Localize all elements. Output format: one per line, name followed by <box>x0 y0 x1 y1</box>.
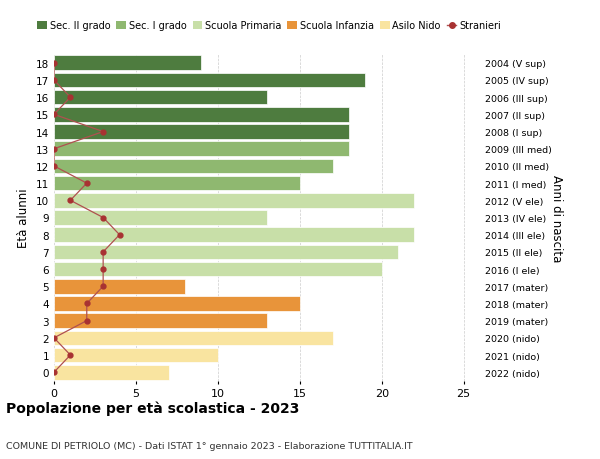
Bar <box>54 194 415 208</box>
Bar <box>54 125 349 140</box>
Bar <box>54 91 267 105</box>
Bar <box>54 211 267 225</box>
Text: COMUNE DI PETRIOLO (MC) - Dati ISTAT 1° gennaio 2023 - Elaborazione TUTTITALIA.I: COMUNE DI PETRIOLO (MC) - Dati ISTAT 1° … <box>6 441 413 450</box>
Bar <box>54 280 185 294</box>
Bar <box>54 73 365 88</box>
Legend: Sec. II grado, Sec. I grado, Scuola Primaria, Scuola Infanzia, Asilo Nido, Stran: Sec. II grado, Sec. I grado, Scuola Prim… <box>34 17 505 35</box>
Bar <box>54 159 332 174</box>
Y-axis label: Età alunni: Età alunni <box>17 188 31 248</box>
Bar <box>54 348 218 363</box>
Bar <box>54 142 349 157</box>
Bar <box>54 313 267 328</box>
Bar <box>54 176 300 191</box>
Bar <box>54 365 169 380</box>
Bar <box>54 228 415 242</box>
Bar <box>54 245 398 260</box>
Y-axis label: Anni di nascita: Anni di nascita <box>550 174 563 262</box>
Bar <box>54 108 349 123</box>
Bar <box>54 331 332 345</box>
Bar <box>54 56 202 71</box>
Bar <box>54 297 300 311</box>
Bar <box>54 262 382 277</box>
Text: Popolazione per età scolastica - 2023: Popolazione per età scolastica - 2023 <box>6 401 299 415</box>
